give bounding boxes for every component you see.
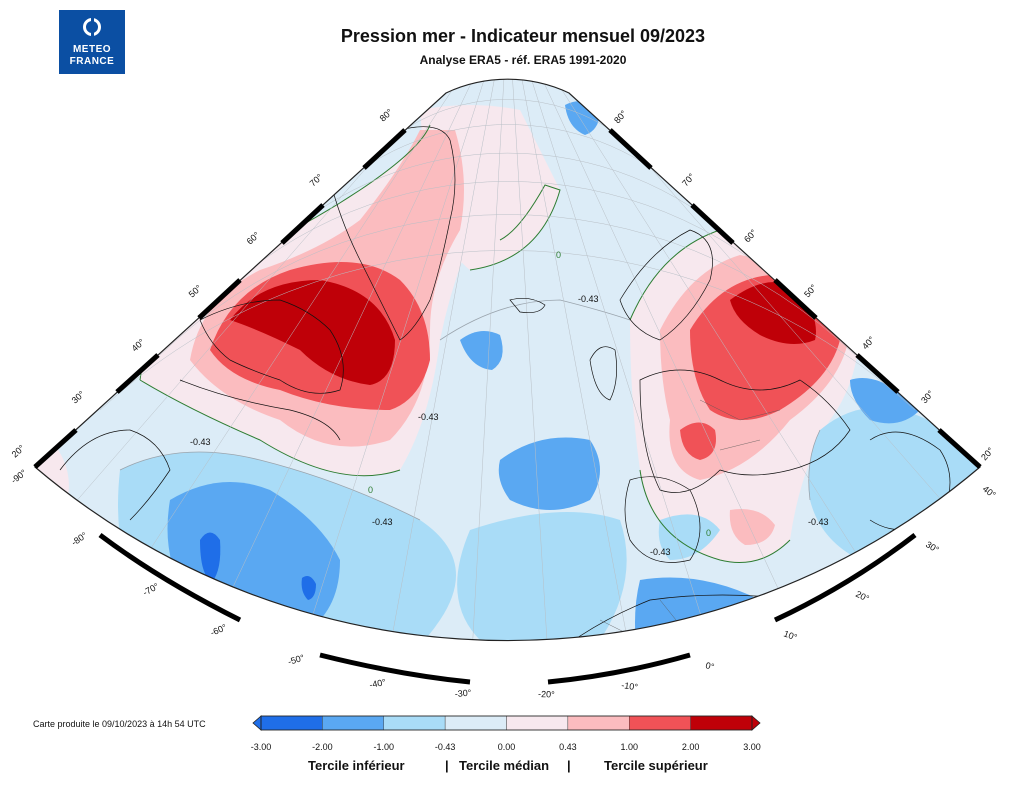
colorbar-tick-label: 1.00: [620, 742, 639, 752]
colorbar-tick-label: -0.43: [434, 742, 456, 752]
lon-label: 10°: [782, 628, 799, 642]
colorbar-tick-label: -3.00: [250, 742, 272, 752]
logo-text-line2: FRANCE: [69, 56, 115, 67]
meteo-france-emblem-icon: [83, 18, 101, 36]
colorbar-cell: [629, 715, 691, 731]
contour-label: -0.43: [808, 517, 829, 527]
colorbar-cell: [690, 715, 753, 731]
legend-group-middle: Tercile médian: [459, 758, 550, 773]
colorbar-cell: [383, 715, 446, 731]
legend-separator: |: [567, 758, 571, 773]
lon-label: -50°: [287, 652, 306, 667]
colorbar-tick-label: -1.00: [373, 742, 395, 752]
legend-group-upper: Tercile supérieur: [604, 758, 708, 773]
colorbar-tick-label: 0.00: [497, 742, 516, 752]
contour-label: 0: [556, 250, 561, 260]
colorbar-cell: [567, 715, 630, 731]
contour-labels: -0.43 -0.43 -0.43 -0.43 -0.43 -0.43 0 0 …: [190, 250, 829, 557]
colorbar-tick-label: 3.00: [743, 742, 761, 752]
legend-group-lower: Tercile inférieur: [308, 758, 405, 773]
contour-label: -0.43: [578, 294, 599, 304]
lon-label: -30°: [454, 688, 472, 699]
colorbar-arrow-low: [252, 715, 262, 731]
map-subtitle: Analyse ERA5 - réf. ERA5 1991-2020: [419, 53, 627, 67]
contour-label: -0.43: [190, 437, 211, 447]
map-frame: [34, 78, 981, 642]
contour-label: -0.43: [418, 412, 439, 422]
colorbar-tick-label: -2.00: [312, 742, 333, 752]
anomaly-field: [35, 80, 980, 641]
map-title: Pression mer - Indicateur mensuel 09/202…: [340, 26, 706, 46]
colorbar-cell: [444, 715, 507, 731]
contour-label: -0.43: [650, 547, 671, 557]
legend-separator: |: [445, 758, 449, 773]
contour-label: 0: [706, 528, 711, 538]
colorbar-cells: [260, 715, 753, 731]
colorbar-tick-label: 2.00: [681, 742, 700, 752]
contour-label: -0.43: [372, 517, 393, 527]
lon-label: 0°: [705, 660, 716, 672]
colorbar-arrow-high: [751, 715, 761, 731]
tercile-contours: [119, 299, 821, 521]
colorbar-cell: [260, 715, 323, 731]
lon-label: -40°: [368, 677, 387, 690]
lon-label: -20°: [538, 689, 555, 700]
contour-label: 0: [368, 485, 373, 495]
colorbar-tick-label: 0.43: [559, 742, 577, 752]
colorbar-cell: [506, 715, 569, 731]
meteo-france-logo: METEO FRANCE: [59, 10, 125, 74]
colorbar-border: [260, 715, 753, 731]
colorbar-cell: [322, 715, 384, 731]
lon-label: -10°: [621, 680, 639, 692]
logo-text-line1: METEO: [72, 44, 112, 55]
production-credit: Carte produite le 09/10/2023 à 14h 54 UT…: [33, 719, 206, 729]
frame-ticks: [33, 128, 982, 685]
